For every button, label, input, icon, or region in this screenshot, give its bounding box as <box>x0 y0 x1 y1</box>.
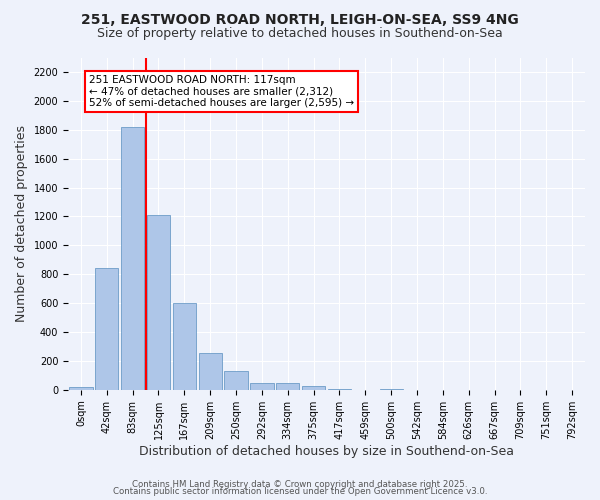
Bar <box>250 382 274 390</box>
Bar <box>276 382 299 390</box>
X-axis label: Distribution of detached houses by size in Southend-on-Sea: Distribution of detached houses by size … <box>139 444 514 458</box>
Text: Contains public sector information licensed under the Open Government Licence v3: Contains public sector information licen… <box>113 488 487 496</box>
Text: Contains HM Land Registry data © Crown copyright and database right 2025.: Contains HM Land Registry data © Crown c… <box>132 480 468 489</box>
Text: Size of property relative to detached houses in Southend-on-Sea: Size of property relative to detached ho… <box>97 28 503 40</box>
Bar <box>199 353 222 390</box>
Bar <box>173 303 196 390</box>
Text: 251 EASTWOOD ROAD NORTH: 117sqm
← 47% of detached houses are smaller (2,312)
52%: 251 EASTWOOD ROAD NORTH: 117sqm ← 47% of… <box>89 75 354 108</box>
Bar <box>70 387 92 390</box>
Bar <box>302 386 325 390</box>
Bar <box>380 389 403 390</box>
Y-axis label: Number of detached properties: Number of detached properties <box>15 125 28 322</box>
Bar <box>147 215 170 390</box>
Bar <box>328 389 351 390</box>
Text: 251, EASTWOOD ROAD NORTH, LEIGH-ON-SEA, SS9 4NG: 251, EASTWOOD ROAD NORTH, LEIGH-ON-SEA, … <box>81 12 519 26</box>
Bar <box>224 371 248 390</box>
Bar <box>95 268 118 390</box>
Bar <box>121 127 144 390</box>
